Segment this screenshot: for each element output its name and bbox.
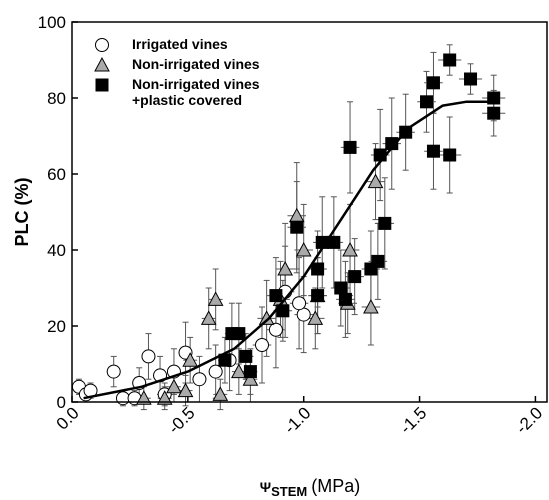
point [378,216,392,230]
x-tick-label: -1.0 [280,403,314,437]
x-axis-title: ΨSTEM (MPa) [260,476,360,499]
point [232,327,246,341]
point [487,106,501,120]
y-axis-title: PLC (%) [12,178,32,247]
point [230,363,247,379]
point [192,372,207,387]
point [95,38,109,52]
y-tick-label: 60 [47,165,66,184]
x-tick-label: -1.5 [396,403,430,437]
legend: Irrigated vines Non-irrigated vines Non-ir… [92,36,260,112]
point [420,95,434,109]
point [290,220,304,234]
y-tick-label: 100 [38,13,66,32]
legend-label: Irrigated vines [132,36,228,52]
x-tick-label: -0.5 [165,403,199,437]
fit-line [83,100,490,400]
point [487,91,501,105]
x-axis-sub: STEM [271,484,307,499]
point [200,310,217,325]
point [348,270,362,284]
point [334,281,348,295]
point [307,310,324,325]
point [212,386,229,401]
point [166,378,182,394]
point [239,349,253,363]
point [277,260,294,276]
point [177,382,194,398]
x-tick-label: -2.0 [512,403,546,437]
point [243,365,257,379]
point [207,291,224,306]
point [268,322,283,337]
point [327,235,341,249]
point [343,140,357,154]
point [426,76,440,90]
x-axis-symbol: Ψ [260,479,271,495]
point [208,364,223,379]
legend-swatch [95,78,109,92]
point [156,390,173,405]
point [135,390,152,405]
point [342,241,358,257]
legend-entry: Irrigated vines [92,36,260,52]
legend-label: Non-irrigated vines +plastic covered [132,76,260,108]
y-tick-label: 0 [57,393,66,412]
point [269,289,283,303]
point [363,298,379,314]
point [295,241,312,257]
point [141,349,156,364]
point [311,262,325,276]
plot-frame [71,21,548,403]
legend-entry: Non-irrigated vines [92,56,260,72]
point [182,352,199,367]
point [443,148,457,162]
legend-label: Non-irrigated vines [132,56,260,72]
y-tick-label: 20 [47,317,66,336]
point [106,364,121,379]
point [95,78,109,92]
point [371,254,385,268]
y-tick-label: 40 [47,241,66,260]
point [426,144,440,158]
point [464,72,478,86]
point [367,173,384,189]
legend-entry: Non-irrigated vines +plastic covered [92,76,260,108]
point [311,289,325,303]
point [338,292,352,306]
legend-swatch [95,38,109,52]
point [292,296,307,311]
x-axis-unit: (MPa) [311,476,360,496]
y-tick-label: 80 [47,89,66,108]
legend-swatch [94,56,110,72]
point [255,338,269,352]
point [443,53,457,67]
point [242,371,259,386]
point [94,56,110,72]
